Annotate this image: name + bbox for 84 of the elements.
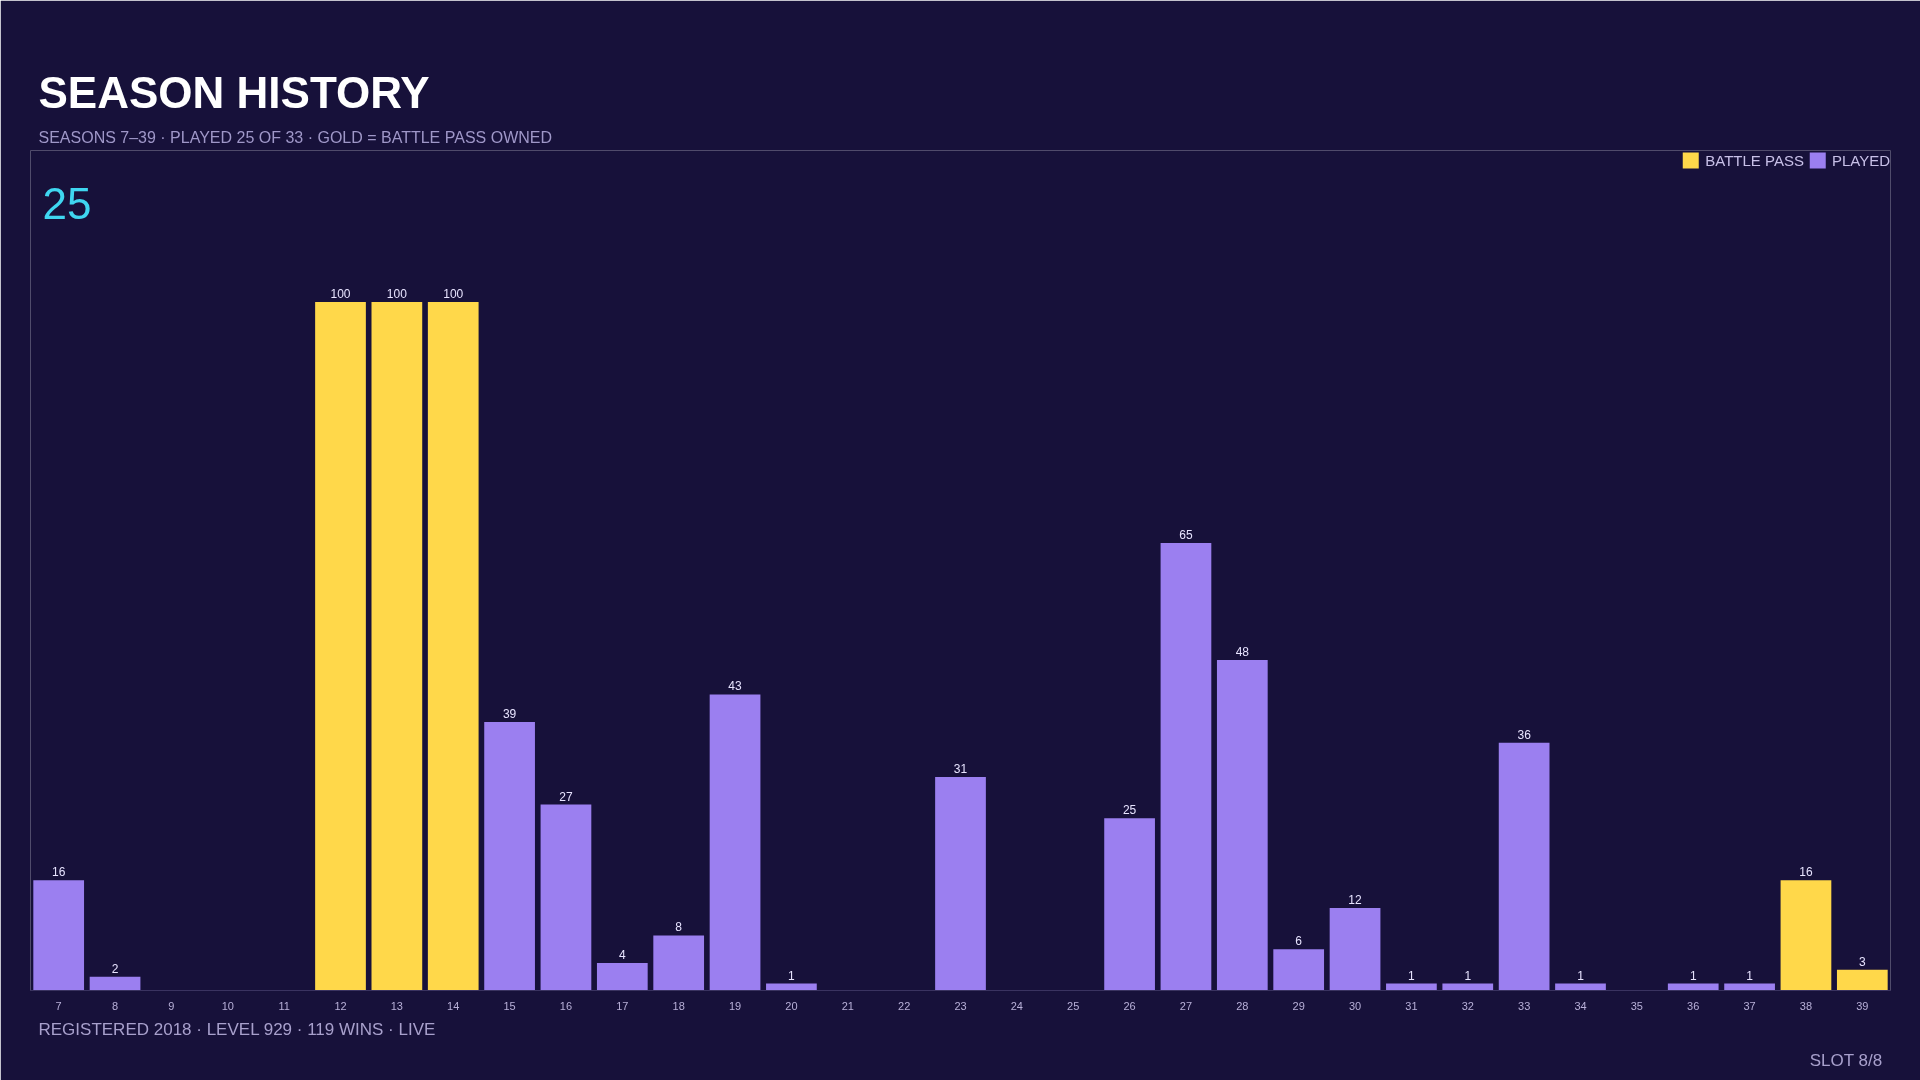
data-label: 1 bbox=[1464, 968, 1472, 983]
data-label: 1 bbox=[1746, 968, 1754, 983]
data-label: 1 bbox=[1408, 968, 1416, 983]
x-tick-label: 12 bbox=[334, 999, 347, 1012]
x-tick-label: 31 bbox=[1405, 999, 1418, 1012]
data-label: 31 bbox=[953, 762, 968, 777]
chart-subtitle: SEASONS 7–39 · PLAYED 25 OF 33 · GOLD = BATTLE PASS OWNED bbox=[38, 128, 553, 146]
data-label: 100 bbox=[330, 286, 351, 301]
x-tick-label: 39 bbox=[1856, 999, 1869, 1012]
data-label: 48 bbox=[1235, 645, 1250, 660]
text: REGISTERED 2018 · LEVEL 929 · 119 WINS · LIVE bbox=[38, 1019, 436, 1039]
x-tick-label: 32 bbox=[1461, 999, 1474, 1012]
legend-label: BATTLE PASS bbox=[1705, 151, 1804, 169]
x-tick-label: 34 bbox=[1574, 999, 1587, 1012]
bar bbox=[315, 301, 366, 991]
x-tick-label: 15 bbox=[503, 999, 516, 1012]
x-tick-label: 17 bbox=[616, 999, 629, 1012]
bar bbox=[89, 976, 141, 991]
data-label: 4 bbox=[618, 947, 626, 962]
x-tick-label: 26 bbox=[1123, 999, 1136, 1012]
x-tick-label: 38 bbox=[1799, 999, 1813, 1012]
data-label: 27 bbox=[559, 789, 573, 804]
x-tick-label: 30 bbox=[1348, 999, 1362, 1012]
data-label: 16 bbox=[52, 865, 66, 880]
data-label: 1 bbox=[1689, 968, 1697, 983]
x-tick-label: 21 bbox=[841, 999, 854, 1012]
data-label: 16 bbox=[1799, 865, 1813, 880]
x-tick-label: 35 bbox=[1630, 999, 1643, 1012]
bar bbox=[653, 935, 705, 991]
data-label: 1 bbox=[788, 968, 796, 983]
bar bbox=[1836, 969, 1888, 991]
data-label: 8 bbox=[675, 920, 683, 935]
x-tick-label: 16 bbox=[559, 999, 573, 1012]
data-label: 36 bbox=[1517, 727, 1532, 742]
data-label: 25 bbox=[1122, 803, 1137, 818]
bar bbox=[596, 962, 648, 991]
x-tick-label: 20 bbox=[785, 999, 798, 1012]
bar bbox=[1329, 907, 1381, 991]
x-tick-label: 22 bbox=[898, 999, 911, 1012]
text: 25 bbox=[42, 179, 92, 229]
bar bbox=[1780, 880, 1832, 991]
bar bbox=[1216, 660, 1268, 991]
x-tick-label: 9 bbox=[168, 999, 175, 1012]
bar bbox=[1104, 818, 1155, 991]
data-label: 1 bbox=[1577, 968, 1585, 983]
bar bbox=[484, 721, 535, 991]
x-tick-label: 24 bbox=[1010, 999, 1023, 1012]
x-tick-label: 36 bbox=[1687, 999, 1700, 1012]
bar bbox=[371, 301, 423, 991]
data-label: 3 bbox=[1858, 954, 1866, 969]
bar bbox=[1160, 542, 1212, 991]
data-label: 43 bbox=[728, 679, 743, 694]
x-tick-label: 28 bbox=[1236, 999, 1249, 1012]
chart-title: SEASON HISTORY bbox=[38, 67, 430, 117]
x-tick-label: 13 bbox=[390, 999, 403, 1012]
bar bbox=[1498, 742, 1550, 991]
x-tick-label: 18 bbox=[672, 999, 685, 1012]
data-label: 65 bbox=[1179, 527, 1193, 542]
x-tick-label: 33 bbox=[1518, 999, 1531, 1012]
x-tick-label: 37 bbox=[1743, 999, 1756, 1012]
x-tick-label: 14 bbox=[447, 999, 460, 1012]
x-tick-label: 19 bbox=[728, 999, 742, 1012]
data-label: 100 bbox=[443, 286, 464, 301]
data-label: 2 bbox=[111, 961, 119, 976]
bar bbox=[33, 880, 85, 991]
bar bbox=[709, 694, 761, 991]
bar bbox=[540, 804, 592, 991]
bar bbox=[427, 301, 479, 991]
x-tick-label: 8 bbox=[111, 999, 119, 1012]
data-label: 12 bbox=[1348, 892, 1363, 907]
data-label: 100 bbox=[386, 286, 408, 301]
bar bbox=[1273, 949, 1325, 991]
legend-label: PLAYED bbox=[1831, 151, 1890, 169]
x-tick-label: 11 bbox=[278, 999, 290, 1012]
data-label: 39 bbox=[502, 706, 517, 721]
data-label: 6 bbox=[1295, 934, 1303, 949]
bar bbox=[935, 777, 986, 991]
x-tick-label: 23 bbox=[954, 999, 967, 1012]
x-tick-label: 29 bbox=[1292, 999, 1305, 1012]
x-tick-label: 25 bbox=[1067, 999, 1080, 1012]
x-tick-label: 10 bbox=[221, 999, 234, 1012]
x-tick-label: 7 bbox=[55, 999, 62, 1012]
x-tick-label: 27 bbox=[1179, 999, 1193, 1012]
text: SLOT 8/8 bbox=[1809, 1050, 1883, 1070]
